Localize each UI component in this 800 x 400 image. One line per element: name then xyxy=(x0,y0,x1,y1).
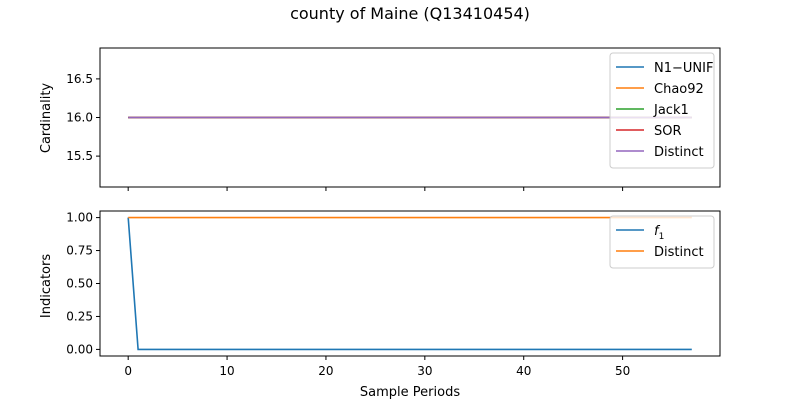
y-tick-label: 16.5 xyxy=(66,72,93,86)
cardinality-legend: N1−UNIF Chao92 Jack1 SOR Distinct xyxy=(609,52,715,169)
indicators-series-lines xyxy=(127,216,692,351)
y-tick-label: 0.50 xyxy=(66,277,93,291)
x-tick-label: 20 xyxy=(318,364,333,378)
legend-label: SOR xyxy=(654,124,682,139)
legend-label: Jack1 xyxy=(653,103,689,118)
legend-label: Distinct xyxy=(654,245,704,260)
x-tick-label: 50 xyxy=(615,364,630,378)
y-tick-label: 0.25 xyxy=(66,309,93,323)
legend-box xyxy=(609,215,715,269)
legend-box xyxy=(609,52,715,169)
y-tick-label: 15.5 xyxy=(66,149,93,163)
indicators-y-ticks: 0.00 0.25 0.50 0.75 1.00 xyxy=(66,211,100,356)
x-axis-label: Sample Periods xyxy=(360,385,460,400)
legend-label: Distinct xyxy=(654,145,704,160)
y-tick-label: 1.00 xyxy=(66,211,93,225)
cardinality-axis-label: Cardinality xyxy=(39,83,54,154)
cardinality-y-ticks: 15.5 16.0 16.5 xyxy=(66,72,100,163)
chart-title: county of Maine (Q13410454) xyxy=(290,4,530,23)
legend-label: N1−UNIF xyxy=(654,61,713,76)
y-tick-label: 16.0 xyxy=(66,111,93,125)
cardinality-x-ticks xyxy=(127,187,624,191)
legend-label: f1 xyxy=(654,224,664,242)
x-tick-label: 30 xyxy=(417,364,432,378)
indicators-panel: Indicators 0.00 0.25 0.50 0.75 1.00 0 10 20 30 4… xyxy=(39,210,721,378)
x-tick-label: 0 xyxy=(124,364,132,378)
x-tick-label: 40 xyxy=(516,364,531,378)
x-tick-label: 10 xyxy=(219,364,234,378)
cardinality-panel: Cardinality 15.5 16.0 16.5 N1−UNIF Chao92 Ja… xyxy=(39,47,721,191)
legend-label: Chao92 xyxy=(654,82,704,97)
indicators-legend: f1 Distinct xyxy=(609,215,715,269)
indicators-axis-label: Indicators xyxy=(39,254,54,318)
y-tick-label: 0.75 xyxy=(66,244,93,258)
series-line xyxy=(127,217,692,351)
y-tick-label: 0.00 xyxy=(66,342,93,356)
indicators-x-ticks: 0 10 20 30 40 50 xyxy=(124,356,630,378)
